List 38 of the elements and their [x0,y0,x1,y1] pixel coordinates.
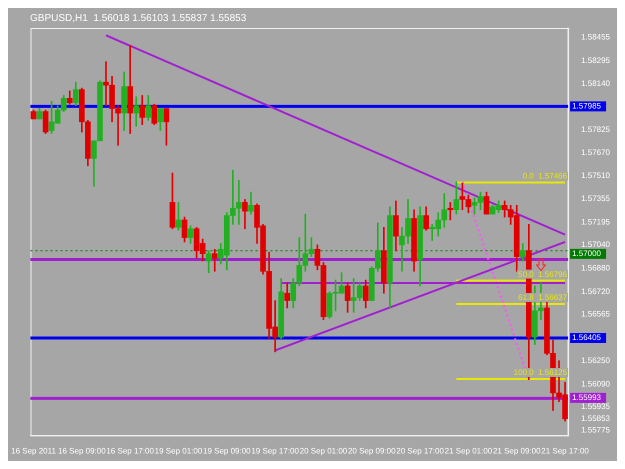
y-tick-label: 1.56090 [581,379,611,388]
x-tick-label: 16 Sep 09:00 [58,446,106,456]
ref-line-label: 1.57985 [572,102,602,111]
series-label: 61.8 1.56637 [518,293,568,302]
y-tick-label: 1.57195 [581,217,611,226]
y-tick-label: 1.55853 [581,414,611,424]
chart-title: GBPUSD,H1 1.56018 1.56103 1.55837 1.55853 [30,12,247,24]
series-label: 50.0 1.56796 [518,270,568,279]
y-tick-label: 1.58140 [581,78,611,88]
y-tick-label: 1.58455 [581,32,611,42]
y-tick-label: 1.56720 [581,286,611,296]
y-tick-label: 1.57040 [581,240,611,250]
x-tick-label: 21 Sep 01:00 [444,446,493,456]
y-tick-label: 1.57355 [581,194,611,203]
ref-line-label: 1.55993 [572,393,602,402]
x-tick-label: 21 Sep 17:00 [541,446,590,456]
y-tick-label: 1.57670 [581,148,611,157]
x-tick-label: 16 Sep 2011 [11,446,56,456]
x-tick-label: 20 Sep 09:00 [348,446,396,456]
y-tick-label: 1.56565 [581,310,611,319]
y-tick-label: 1.58295 [581,56,611,66]
x-tick-label: 19 Sep 17:00 [251,446,300,456]
ref-line-label: 1.56405 [572,333,602,342]
series-label: 100.0 1.56125 [514,368,568,378]
y-tick-label: 1.57510 [581,171,611,180]
ref-line-label: 1.57000 [572,249,602,258]
x-tick-label: 16 Sep 17:00 [106,446,155,456]
x-tick-label: 19 Sep 09:00 [203,446,252,456]
x-tick-label: 20 Sep 17:00 [396,446,444,456]
y-tick-label: 1.55935 [581,402,611,412]
series-label: 0.0 1.57466 [522,172,568,181]
y-tick-label: 1.57825 [581,125,611,134]
y-tick-label: 1.56250 [581,356,611,365]
y-tick-label: 1.55775 [581,425,611,434]
x-tick-label: 19 Sep 01:00 [154,446,203,456]
x-tick-label: 20 Sep 01:00 [300,446,348,456]
x-tick-label: 21 Sep 09:00 [492,446,542,456]
y-tick-label: 1.56880 [581,264,611,273]
